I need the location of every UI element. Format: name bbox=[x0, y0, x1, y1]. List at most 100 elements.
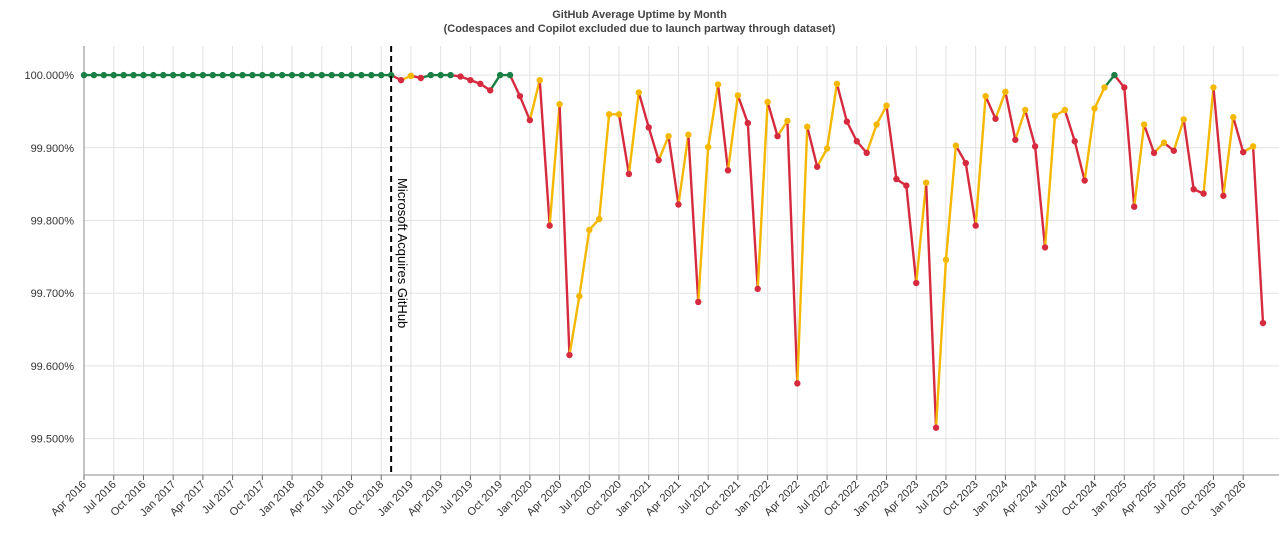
data-point bbox=[685, 131, 692, 138]
data-point bbox=[1200, 190, 1207, 197]
data-point bbox=[952, 142, 960, 149]
data-point bbox=[595, 215, 603, 223]
series-segment bbox=[1024, 108, 1037, 148]
series-segment bbox=[1142, 123, 1156, 155]
series-segment bbox=[964, 161, 977, 227]
data-point bbox=[1170, 147, 1178, 154]
series-segment bbox=[1063, 108, 1076, 143]
data-point bbox=[140, 71, 147, 79]
series-segment bbox=[1004, 90, 1017, 141]
series-segment bbox=[1014, 108, 1027, 141]
data-point bbox=[1210, 84, 1217, 91]
data-point bbox=[913, 279, 920, 287]
data-point bbox=[813, 163, 821, 170]
data-point bbox=[477, 80, 484, 88]
data-point bbox=[427, 71, 434, 79]
series-segment bbox=[915, 181, 928, 285]
y-tick-label: 99.600% bbox=[31, 361, 75, 373]
series-segment bbox=[825, 82, 839, 150]
data-point bbox=[160, 71, 167, 79]
series-segment bbox=[994, 90, 1007, 120]
data-point bbox=[992, 115, 999, 122]
data-point bbox=[487, 87, 494, 94]
series-segment bbox=[806, 125, 819, 168]
series-segment bbox=[597, 113, 611, 221]
data-point bbox=[249, 71, 256, 79]
data-point bbox=[566, 351, 573, 359]
data-point bbox=[1051, 112, 1059, 120]
data-point bbox=[1121, 84, 1128, 91]
y-tick-label: 100.000% bbox=[24, 70, 74, 82]
series-segment bbox=[627, 91, 641, 176]
series-segment bbox=[657, 134, 670, 162]
series-segment bbox=[687, 133, 700, 304]
data-point bbox=[100, 71, 108, 79]
series-segment bbox=[1073, 140, 1086, 182]
series-segment bbox=[558, 102, 571, 357]
data-point bbox=[1140, 121, 1148, 128]
data-point bbox=[724, 167, 732, 174]
data-point bbox=[1249, 143, 1257, 150]
data-point bbox=[120, 71, 127, 79]
series-segment bbox=[1222, 116, 1235, 197]
series-segment bbox=[875, 104, 888, 126]
data-point bbox=[1220, 192, 1227, 199]
series-segment bbox=[716, 83, 730, 172]
data-point bbox=[239, 71, 246, 79]
data-point bbox=[784, 117, 791, 125]
series-lines bbox=[82, 73, 1265, 429]
series-segment bbox=[667, 134, 680, 206]
data-point bbox=[417, 74, 425, 82]
data-point bbox=[754, 285, 761, 293]
data-point bbox=[1022, 106, 1029, 114]
data-point bbox=[407, 72, 415, 80]
series-segment bbox=[1133, 123, 1146, 208]
data-point bbox=[318, 71, 325, 79]
series-segment bbox=[885, 104, 898, 181]
data-point bbox=[1160, 139, 1168, 146]
series-segment bbox=[1123, 86, 1136, 208]
y-tick-label: 99.900% bbox=[31, 143, 75, 155]
series-segment bbox=[726, 94, 740, 172]
series-segment bbox=[637, 91, 650, 129]
data-point bbox=[903, 182, 910, 189]
series-segment bbox=[845, 120, 858, 143]
data-point bbox=[150, 71, 157, 79]
data-point bbox=[169, 71, 177, 79]
data-point bbox=[368, 71, 375, 79]
data-point bbox=[110, 71, 117, 79]
data-point bbox=[1091, 105, 1098, 112]
data-point bbox=[794, 380, 801, 387]
acquisition-annotation-label: Microsoft Acquires GitHub bbox=[395, 178, 410, 328]
y-tick-label: 99.800% bbox=[31, 216, 75, 228]
data-point bbox=[269, 71, 276, 79]
data-point bbox=[734, 92, 742, 99]
data-point bbox=[764, 98, 771, 106]
data-point bbox=[447, 71, 454, 79]
data-point bbox=[586, 226, 593, 234]
data-point bbox=[189, 71, 197, 79]
data-point bbox=[130, 71, 137, 79]
series-segment bbox=[815, 147, 829, 168]
data-point bbox=[833, 80, 841, 88]
data-point bbox=[873, 121, 880, 128]
data-point bbox=[80, 71, 88, 79]
series-segment bbox=[697, 145, 710, 304]
data-point bbox=[209, 71, 216, 79]
data-point bbox=[546, 222, 553, 229]
data-point bbox=[1230, 114, 1237, 121]
series-segment bbox=[1251, 145, 1265, 325]
data-point bbox=[298, 71, 306, 79]
data-point bbox=[1101, 84, 1108, 91]
data-point bbox=[348, 71, 355, 79]
series-segment bbox=[746, 121, 759, 291]
data-point bbox=[704, 143, 712, 151]
series-segment bbox=[756, 100, 769, 291]
data-point bbox=[942, 256, 950, 263]
data-point bbox=[467, 76, 474, 84]
data-point bbox=[665, 132, 672, 140]
data-point bbox=[288, 71, 296, 79]
series-segment bbox=[786, 119, 799, 385]
data-point bbox=[695, 298, 702, 306]
